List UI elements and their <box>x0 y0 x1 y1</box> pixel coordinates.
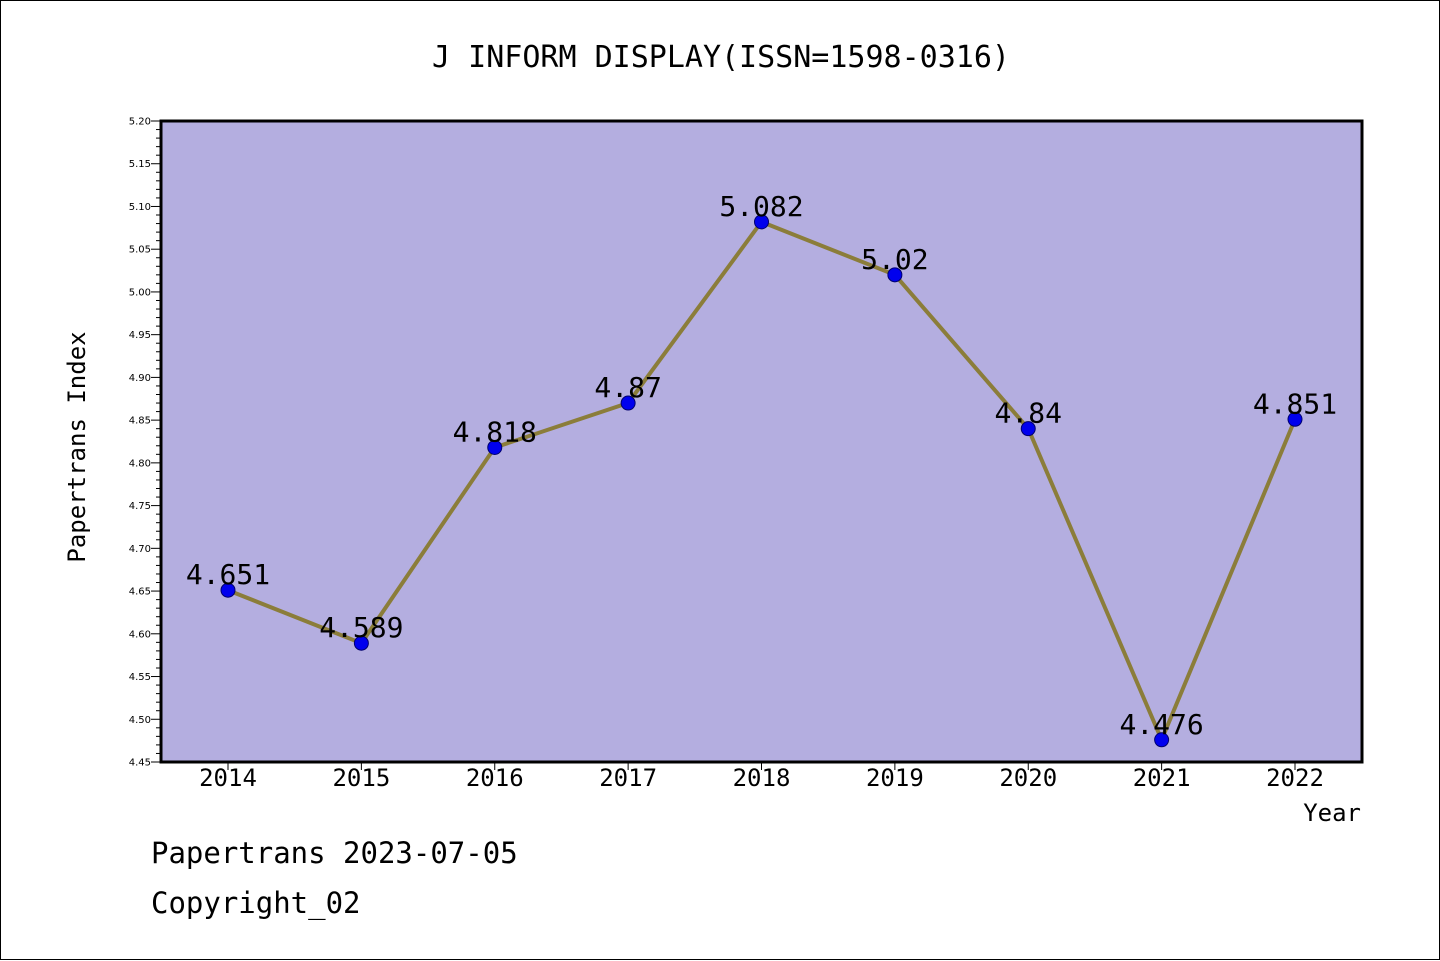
y-axis: 4.45 4.50 4.55 4.60 4.65 4.70 4.75 4.80 4.85 4.90… <box>129 117 161 769</box>
data-point <box>754 214 769 230</box>
y-tick-label: 4.80 <box>129 458 151 469</box>
y-tick-label: 5.20 <box>129 117 151 128</box>
y-tick-label: 5.05 <box>129 245 151 256</box>
x-tick-label: 2021 <box>1133 764 1191 792</box>
x-tick-label: 2020 <box>999 764 1057 792</box>
data-point <box>353 635 369 651</box>
x-tick-label: 2014 <box>199 764 257 792</box>
data-label: 5.02 <box>861 243 928 276</box>
chart-title: J INFORM DISPLAY(ISSN=1598-0316) <box>432 40 1010 75</box>
data-label: 4.87 <box>594 371 661 404</box>
x-tick-label: 2017 <box>599 764 657 792</box>
y-tick-label: 4.65 <box>129 587 151 598</box>
y-tick-label: 4.45 <box>129 758 151 769</box>
data-label: 4.589 <box>319 611 403 644</box>
x-tick-label: 2015 <box>332 764 390 792</box>
data-label: 4.851 <box>1253 387 1337 420</box>
x-tick-label: 2016 <box>466 764 524 792</box>
x-axis-label: Year <box>1303 799 1361 827</box>
x-tick-label: 2019 <box>866 764 924 792</box>
y-tick-label: 4.75 <box>129 501 151 512</box>
y-tick-label: 4.55 <box>129 672 151 683</box>
data-point <box>620 395 636 411</box>
y-tick-label: 4.50 <box>129 715 151 726</box>
y-tick-label: 5.15 <box>129 159 151 170</box>
data-point <box>1154 732 1170 748</box>
data-label: 4.476 <box>1119 708 1203 741</box>
data-point <box>1287 411 1303 427</box>
y-axis-label: Papertrans Index <box>63 331 91 562</box>
data-label: 5.082 <box>719 190 803 223</box>
y-tick-label: 4.70 <box>129 544 151 555</box>
x-axis: 2014 2015 2016 2017 2018 2019 2020 2021 2022 <box>199 762 1324 792</box>
data-label: 4.651 <box>186 558 270 591</box>
data-label: 4.818 <box>453 415 537 448</box>
data-point <box>220 582 236 598</box>
footer-copyright: Copyright_02 <box>151 886 361 920</box>
footer-source: Papertrans 2023-07-05 <box>151 836 518 870</box>
data-point <box>887 267 903 283</box>
plot-border <box>159 119 1364 764</box>
data-point <box>1020 421 1036 437</box>
series-markers <box>220 214 1303 748</box>
x-tick-label: 2022 <box>1266 764 1324 792</box>
y-tick-label: 4.90 <box>129 373 151 384</box>
x-tick-label: 2018 <box>733 764 791 792</box>
data-labels: 4.651 4.589 4.818 4.87 5.082 5.02 4.84 4.476 4.8… <box>186 190 1337 741</box>
data-label: 4.84 <box>995 397 1062 430</box>
data-point <box>487 439 503 455</box>
y-tick-label: 4.95 <box>129 330 151 341</box>
y-tick-label: 4.60 <box>129 629 151 640</box>
y-tick-label: 5.10 <box>129 202 151 213</box>
y-tick-label: 5.00 <box>129 287 151 298</box>
y-tick-label: 4.85 <box>129 416 151 427</box>
